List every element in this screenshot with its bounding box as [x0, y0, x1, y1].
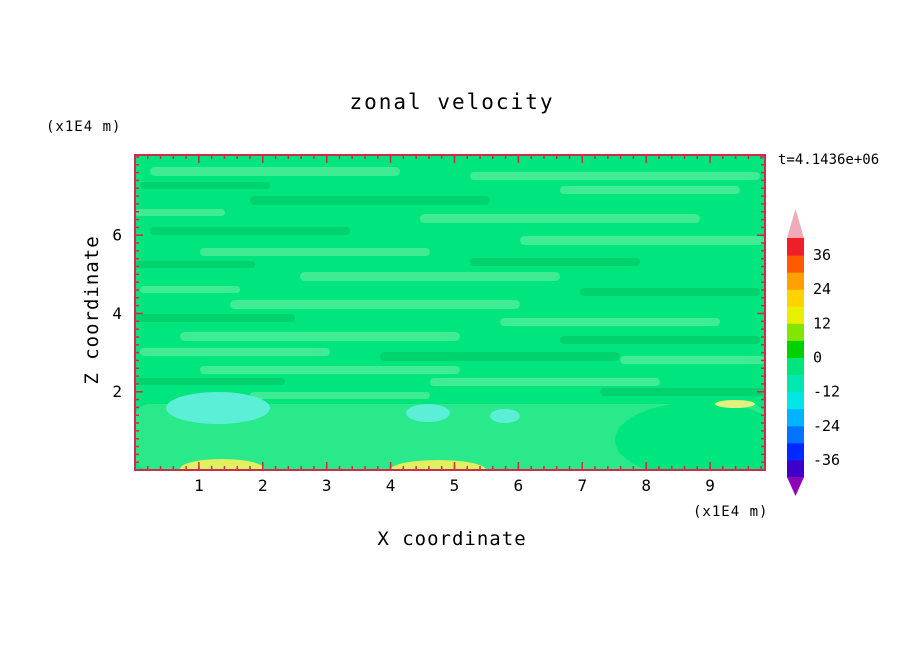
colorbar-top-arrow: [787, 209, 804, 238]
x-tick-label: 5: [450, 476, 460, 495]
colorbar-label: 24: [813, 280, 831, 298]
x-tick-labels: 1 2 3 4 5 6 7 8 9: [194, 476, 715, 495]
x-tick-label: 3: [322, 476, 332, 495]
x-axis-unit-label: (x1E4 m): [693, 504, 769, 520]
colorbar-label: 12: [813, 314, 831, 332]
colorbar-label: -36: [813, 451, 840, 469]
x-tick-label: 9: [705, 476, 715, 495]
colorbar-labels: 36 24 12 0 -12 -24 -36: [813, 246, 840, 469]
y-axis-unit-label: (x1E4 m): [46, 119, 122, 135]
x-tick-label: 4: [386, 476, 396, 495]
contour-field: [135, 155, 765, 470]
chart-title: zonal velocity: [349, 90, 555, 114]
x-tick-label: 8: [641, 476, 651, 495]
x-tick-label: 6: [514, 476, 524, 495]
colorbar-label: 36: [813, 246, 831, 264]
x-axis-title: X coordinate: [377, 528, 527, 550]
colorbar-label: -12: [813, 383, 840, 401]
z-tick-label: 2: [112, 382, 122, 401]
colorbar-bottom-arrow: [787, 477, 804, 496]
time-annotation: t=4.1436e+06: [778, 152, 880, 168]
z-tick-label: 4: [112, 304, 122, 323]
plot-frame: [134, 154, 766, 471]
z-tick-label: 6: [112, 226, 122, 245]
colorbar: [787, 209, 804, 496]
z-tick-labels: 2 4 6: [112, 226, 122, 402]
colorbar-label: 0: [813, 349, 822, 367]
x-tick-label: 1: [194, 476, 204, 495]
x-tick-label: 2: [258, 476, 268, 495]
x-tick-label: 7: [577, 476, 587, 495]
colorbar-label: -24: [813, 417, 840, 435]
